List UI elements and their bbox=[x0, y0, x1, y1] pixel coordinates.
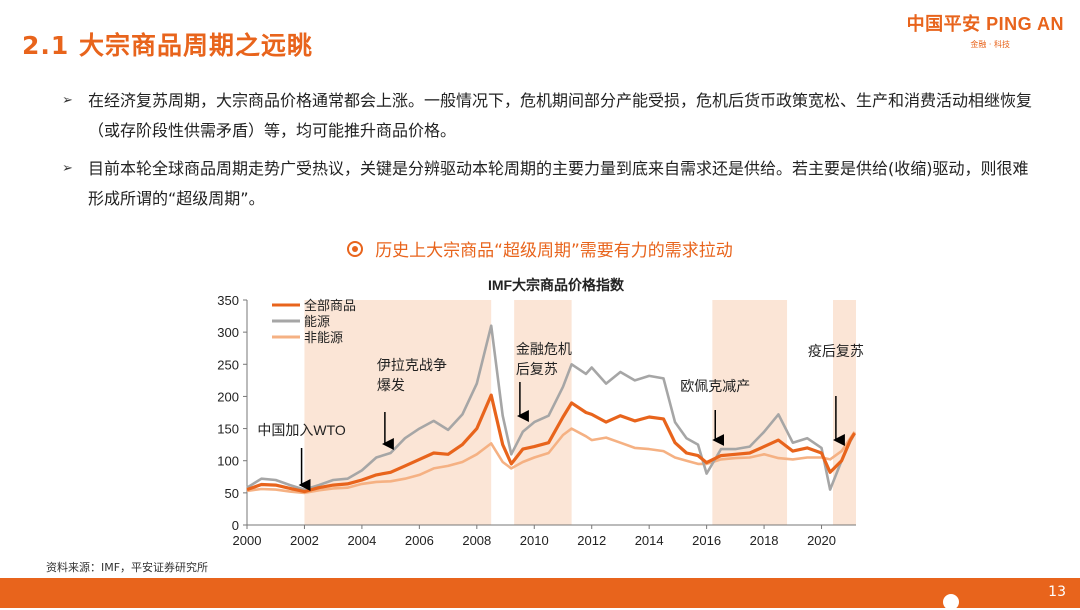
x-tick-label: 2002 bbox=[290, 533, 319, 548]
logo-main-text: 中国平安 PING AN bbox=[906, 14, 1064, 34]
bullet-list: ➢ 在经济复苏周期，大宗商品价格通常都会上涨。一般情况下，危机期间部分产能受损，… bbox=[62, 86, 1032, 222]
y-tick-label: 250 bbox=[217, 357, 239, 372]
footer-bar bbox=[0, 578, 1080, 608]
y-tick-label: 100 bbox=[217, 454, 239, 469]
arrow-bullet-icon: ➢ bbox=[62, 93, 73, 108]
annotation-label: 爆发 bbox=[377, 377, 405, 393]
y-tick-label: 0 bbox=[232, 518, 239, 533]
series-line bbox=[246, 393, 856, 494]
commodity-index-chart: IMF大宗商品价格指数 0 50 100 150 200 250 300 350 2000 2002… bbox=[217, 277, 864, 548]
page-number: 13 bbox=[1048, 584, 1066, 600]
legend-label: 全部商品 bbox=[304, 298, 356, 313]
y-tick-label: 350 bbox=[217, 293, 239, 308]
y-tick-label: 300 bbox=[217, 325, 239, 340]
logo-sub-text: 金融 · 科技 bbox=[970, 40, 1010, 49]
shaded-period bbox=[712, 300, 788, 525]
series-line bbox=[246, 324, 856, 491]
shaded-period bbox=[514, 300, 572, 525]
bullet-item: ➢ 目前本轮全球商品周期走势广受热议，关键是分辨驱动本轮周期的主要力量到底来自需… bbox=[62, 154, 1032, 214]
legend-label: 能源 bbox=[304, 314, 330, 329]
x-tick-label: 2010 bbox=[520, 533, 549, 548]
annotation-label: 伊拉克战争 bbox=[377, 357, 447, 373]
annotation-label: 金融危机 bbox=[516, 341, 572, 357]
annotation-label: 后复苏 bbox=[516, 361, 558, 377]
y-tick-label: 150 bbox=[217, 422, 239, 437]
y-tick-label: 50 bbox=[225, 486, 239, 501]
footer-logo-icon bbox=[943, 594, 959, 610]
series-line bbox=[246, 427, 856, 495]
chart-subtitle-text: 历史上大宗商品“超级周期”需要有力的需求拉动 bbox=[375, 241, 733, 261]
x-tick-label: 2008 bbox=[462, 533, 491, 548]
x-tick-label: 2006 bbox=[405, 533, 434, 548]
brand-logo: 中国平安 PING AN 金融 · 科技 bbox=[894, 10, 1064, 50]
legend-label: 非能源 bbox=[304, 330, 343, 345]
page-title: 2.1 大宗商品周期之远眺 bbox=[22, 31, 313, 60]
x-tick-label: 2000 bbox=[233, 533, 262, 548]
x-tick-label: 2012 bbox=[577, 533, 606, 548]
y-tick-label: 200 bbox=[217, 389, 239, 404]
annotation-label: 疫后复苏 bbox=[808, 343, 864, 359]
x-tick-label: 2016 bbox=[692, 533, 721, 548]
chart-subtitle: 历史上大宗商品“超级周期”需要有力的需求拉动 bbox=[0, 236, 1080, 261]
source-note: 资料来源：IMF，平安证券研究所 bbox=[46, 561, 209, 574]
target-icon bbox=[347, 241, 364, 257]
bullet-text: 在经济复苏周期，大宗商品价格通常都会上涨。一般情况下，危机期间部分产能受损，危机… bbox=[88, 91, 1033, 140]
bullet-item: ➢ 在经济复苏周期，大宗商品价格通常都会上涨。一般情况下，危机期间部分产能受损，… bbox=[62, 86, 1032, 146]
x-tick-label: 2014 bbox=[635, 533, 664, 548]
x-tick-label: 2004 bbox=[347, 533, 376, 548]
x-tick-label: 2018 bbox=[750, 533, 779, 548]
annotation-label: 中国加入WTO bbox=[257, 422, 346, 438]
bullet-text: 目前本轮全球商品周期走势广受热议，关键是分辨驱动本轮周期的主要力量到底来自需求还… bbox=[88, 159, 1029, 208]
arrow-bullet-icon: ➢ bbox=[62, 161, 73, 176]
x-tick-label: 2020 bbox=[807, 533, 836, 548]
annotation-label: 欧佩克减产 bbox=[680, 378, 750, 394]
chart-title: IMF大宗商品价格指数 bbox=[488, 277, 625, 293]
